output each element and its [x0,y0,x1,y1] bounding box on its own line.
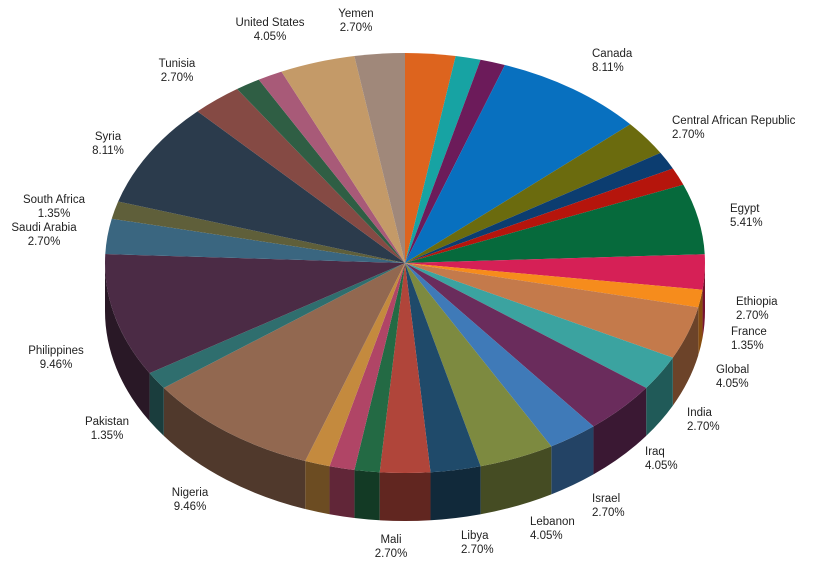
slice-side-philippines [105,263,150,422]
slice-unlabeled-2[interactable] [405,59,505,263]
pie-depth [105,263,705,521]
slice-side-nigeria [163,387,306,510]
slice-united-states[interactable] [281,56,405,264]
label-yemen: Yemen 2.70% [338,8,373,34]
label-global: Global 4.05% [716,364,749,390]
slice-lebanon[interactable] [405,263,481,473]
slice-yemen[interactable] [354,53,405,263]
slice-unlabeled-8[interactable] [405,254,705,290]
slice-side-ethiopia [698,289,703,356]
slice-philippines[interactable] [104,254,405,374]
slice-unlabeled-5[interactable] [405,152,673,263]
slice-unlabeled-27[interactable] [237,79,405,264]
label-south-africa: South Africa 1.35% [23,194,86,220]
slice-unlabeled-0[interactable] [405,53,456,263]
slice-tunisia[interactable] [197,88,405,263]
slice-pakistan[interactable] [149,263,405,388]
slice-side-unlabeled-19 [305,461,330,515]
label-syria: Syria 8.11% [92,131,124,157]
label-lebanon: Lebanon 4.05% [530,516,575,542]
slice-mali[interactable] [354,263,405,473]
label-central-african-republic: Central African Republic 2.70% [672,115,796,141]
slice-side-pakistan [149,373,164,436]
label-nigeria: Nigeria 9.46% [172,487,209,513]
slice-side-france [672,307,699,406]
slice-side-libya [379,472,431,521]
label-egypt: Egypt 5.41% [730,203,763,229]
pie-labels: Canada 8.11% Central African Republic 2.70%… [11,8,795,560]
label-mali: Mali 2.70% [375,534,408,560]
label-ethiopia: Ethiopia 2.70% [736,296,778,322]
slice-india[interactable] [405,263,647,427]
slice-ethiopia[interactable] [405,263,703,308]
slice-side-unlabeled-18 [329,466,355,518]
slice-nigeria[interactable] [163,263,405,462]
slice-unlabeled-19[interactable] [305,263,405,467]
slice-side-iraq [551,426,594,495]
label-france: France 1.35% [731,326,767,352]
slice-side-india [593,387,647,475]
label-tunisia: Tunisia 2.70% [159,58,196,84]
slice-side-israel [480,446,552,515]
slice-south-africa[interactable] [111,201,406,263]
label-israel: Israel 2.70% [592,493,625,519]
slice-canada[interactable] [405,64,631,263]
label-canada: Canada 8.11% [592,48,633,74]
slice-france[interactable] [405,263,699,358]
pie-slices [104,53,705,474]
label-libya: Libya 2.70% [461,530,494,556]
label-philippines: Philippines 9.46% [28,345,84,371]
slice-iraq[interactable] [405,263,594,447]
slice-side-unlabeled-8 [702,263,705,338]
slice-unlabeled-28[interactable] [258,71,405,263]
slice-central-african-republic[interactable] [405,124,661,263]
slice-side-mali [354,469,380,521]
slice-libya[interactable] [379,263,431,474]
label-united-states: United States 4.05% [235,17,304,43]
label-pakistan: Pakistan 1.35% [85,416,129,442]
slice-israel[interactable] [405,263,552,467]
slice-side-lebanon [430,466,481,521]
slice-unlabeled-18[interactable] [329,263,405,470]
slice-unlabeled-6[interactable] [405,168,684,263]
slice-side-global [646,357,673,436]
slice-global[interactable] [405,263,673,388]
slice-egypt[interactable] [405,184,705,263]
slice-unlabeled-1[interactable] [405,56,481,264]
label-india: India 2.70% [687,407,720,433]
slice-saudi-arabia[interactable] [105,218,406,263]
slice-syria[interactable] [118,111,405,264]
label-iraq: Iraq 4.05% [645,446,678,472]
label-saudi-arabia: Saudi Arabia 2.70% [11,222,77,248]
